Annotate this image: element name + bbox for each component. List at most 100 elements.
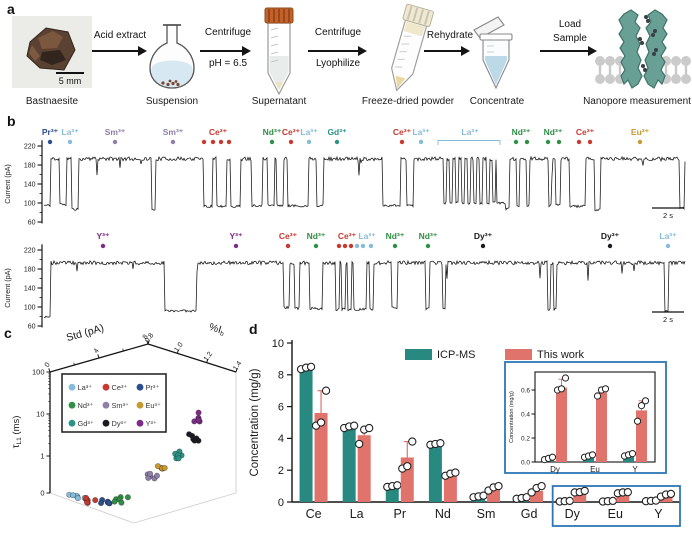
inset-data-point [641, 397, 650, 405]
bar-ICP-MS [342, 427, 356, 502]
arrow-label-centrifuge-2: Centrifuge [314, 27, 362, 38]
y-tick-label: 10 [272, 338, 284, 350]
bar-This work [616, 492, 630, 502]
data-point [111, 498, 118, 505]
scale-bar-label: 5 mm [59, 76, 82, 86]
mineral-facet [29, 45, 40, 61]
data-point [321, 386, 331, 395]
y-tick-label: 60 [28, 219, 36, 226]
ion-label: La³⁺ [300, 127, 318, 137]
analyte-molecules [638, 15, 658, 72]
y-tick-label: 60 [28, 323, 36, 330]
caption-bastnaesite: Bastnaesite [25, 96, 79, 107]
data-point [161, 465, 168, 472]
y-tick-label: 180 [24, 162, 36, 169]
y-tick [147, 340, 150, 345]
inset-data-point [557, 385, 566, 393]
cap-ridges [406, 5, 430, 25]
ion-label: Nd³⁺ [263, 127, 282, 137]
legend-swatch [68, 383, 76, 391]
ion-label: Ce³⁺ [576, 127, 595, 137]
suspension-flask-icon [149, 24, 195, 89]
cluster-Gd³⁺ [172, 448, 185, 462]
ion-label: Pr³⁺ [42, 127, 59, 137]
y-tick-label: 4 [278, 433, 284, 445]
event-dot [218, 139, 224, 145]
x-minor-tick [122, 348, 124, 352]
powder-tip [395, 75, 406, 89]
data-point [365, 423, 374, 433]
cluster-Nd³⁺ [111, 494, 131, 506]
event-dot [348, 243, 354, 249]
z-tick-label: 10 [36, 410, 44, 419]
y-tick-label: 100 [24, 200, 36, 207]
highlight-box [551, 485, 681, 527]
arrow-label-load: Load [558, 19, 582, 30]
y-axis-title: Current (pA) [3, 268, 12, 308]
caption-concentrate: Concentrate [469, 96, 525, 107]
bastnaesite-photo: 5 mm [12, 16, 92, 88]
suspension-particles [161, 79, 180, 87]
y-tick-label: 2 [278, 465, 284, 477]
category-label: Eu [608, 507, 623, 521]
arrow-acid-extract [92, 45, 147, 58]
event-dot [47, 139, 53, 145]
ion-label: La³⁺ [412, 127, 430, 137]
cluster-Pr³⁺ [98, 496, 113, 507]
event-dot [524, 139, 530, 145]
ion-label: Ce³⁺ [338, 231, 357, 241]
freeze-dried-cake [403, 21, 425, 37]
inset-data-point [548, 453, 557, 461]
inset-plot-frame [534, 371, 656, 463]
caption-freeze-dried: Freeze-dried powder [361, 96, 455, 107]
ion-label: La³⁺ [358, 231, 376, 241]
event-dot [226, 139, 232, 145]
inset-data-point [588, 451, 597, 459]
data-point [147, 470, 154, 477]
tube-graduations [395, 35, 412, 68]
event-dot [285, 243, 291, 249]
legend-swatch [505, 349, 532, 360]
event-dot [269, 139, 275, 145]
y-tick-label: 0.8 [144, 332, 155, 344]
event-dot [112, 139, 118, 145]
event-dot [360, 243, 366, 249]
event-dot [418, 139, 424, 145]
inset-data-point [593, 392, 602, 400]
data-point [527, 488, 536, 497]
bar-ICP-MS [299, 368, 313, 502]
legend-label: Gd³⁺ [78, 419, 94, 428]
inset-y-tick-label: 0.4 [521, 411, 530, 418]
legend-swatch [68, 401, 76, 409]
event-dot [334, 139, 340, 145]
data-point [195, 416, 202, 423]
event-dot [210, 139, 216, 145]
concentrate-tube-icon [473, 16, 513, 90]
data-point [98, 500, 105, 507]
y-tick [176, 349, 179, 354]
y-tick-label: 1.2 [203, 351, 214, 363]
z-tick-label: 100 [32, 368, 45, 377]
data-point [195, 409, 202, 416]
legend-swatch [405, 349, 432, 360]
data-point [195, 437, 202, 444]
category-label: Y [654, 507, 663, 521]
legend-swatch [136, 383, 144, 391]
event-dot [607, 243, 613, 249]
mineral-facet [38, 31, 63, 49]
cap-ridges [268, 9, 290, 22]
legend-label: Nd³⁺ [78, 401, 94, 410]
data-point [608, 496, 617, 506]
y-tick-label: 140 [24, 181, 36, 188]
arrow-label-centrifuge-1: Centrifuge [204, 27, 252, 38]
event-dot [288, 139, 294, 145]
legend-box [61, 373, 167, 433]
event-dot [545, 139, 551, 145]
event-dot [392, 243, 398, 249]
cluster-Dy³⁺ [186, 431, 202, 444]
legend-swatch [136, 401, 144, 409]
arrow-load-sample [540, 45, 597, 58]
category-label: Pr [394, 507, 407, 521]
